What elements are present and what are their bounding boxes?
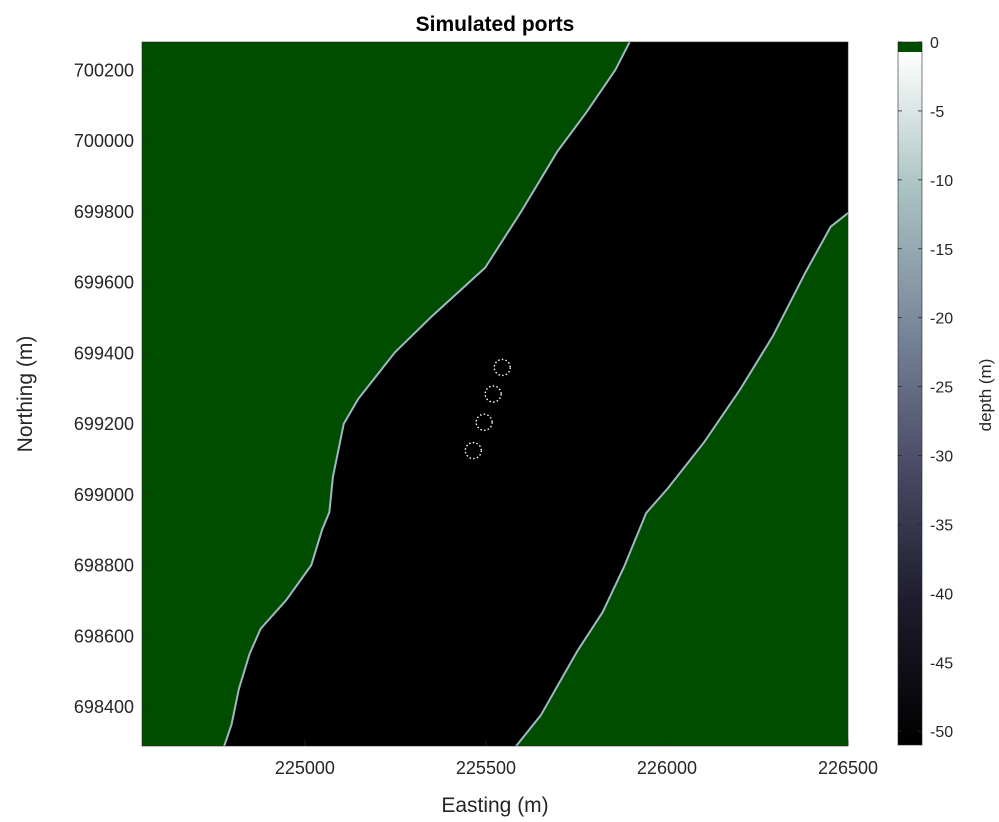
colorbar-tick-label-7: -35 bbox=[930, 517, 953, 534]
deep-channel bbox=[225, 42, 848, 746]
colorbar-tick-label-6: -30 bbox=[930, 449, 953, 466]
colorbar-tick-label-5: -25 bbox=[930, 380, 953, 397]
colorbar-tick-label-1: -5 bbox=[930, 104, 944, 121]
y-tick-label-700000: 700000 bbox=[74, 131, 134, 151]
colorbar-land-swatch bbox=[898, 42, 922, 52]
colorbar-border bbox=[897, 41, 923, 746]
colorbar-gradient bbox=[898, 52, 922, 745]
y-tick-label-698600: 698600 bbox=[74, 626, 134, 646]
colorbar-label: depth (m) bbox=[976, 359, 995, 432]
x-tick-label-226000: 226000 bbox=[637, 758, 697, 778]
colorbar-tick-label-9: -45 bbox=[930, 655, 953, 672]
y-tick-label-700200: 700200 bbox=[74, 60, 134, 80]
port-marker-1 bbox=[493, 358, 511, 377]
colorbar-tick-label-3: -15 bbox=[930, 242, 953, 259]
y-tick-label-698400: 698400 bbox=[74, 697, 134, 717]
ports-group bbox=[464, 358, 511, 460]
x-axis-label: Easting (m) bbox=[441, 794, 548, 817]
colorbar-tick-label-4: -20 bbox=[930, 311, 953, 328]
y-axis: 698400 698600 698800 699000 699200 699400 6996… bbox=[74, 60, 148, 717]
plot-area bbox=[142, 42, 848, 746]
colorbar-tick-label-2: -10 bbox=[930, 173, 953, 190]
y-tick-label-699600: 699600 bbox=[74, 273, 134, 293]
colorbar: 0 -5 -10 -15 -20 -25 -30 -35 -40 -45 -50 depth (m) bbox=[897, 35, 995, 746]
y-tick-label-699200: 699200 bbox=[74, 414, 134, 434]
port-marker-3 bbox=[475, 413, 493, 432]
colorbar-tick-label-10: -50 bbox=[930, 724, 953, 741]
x-tick-label-226500: 226500 bbox=[818, 758, 878, 778]
port-marker-2 bbox=[484, 385, 502, 403]
colorbar-tick-label-8: -40 bbox=[930, 586, 953, 603]
y-tick-label-698800: 698800 bbox=[74, 556, 134, 576]
colorbar-ticks: 0 -5 -10 -15 -20 -25 -30 -35 -40 -45 -50 bbox=[898, 35, 953, 741]
y-tick-label-699000: 699000 bbox=[74, 485, 134, 505]
x-axis: 225000 225500 226000 226500 bbox=[275, 740, 878, 778]
colorbar-tick-label-0: 0 bbox=[930, 35, 939, 52]
y-tick-label-699400: 699400 bbox=[74, 343, 134, 363]
y-tick-label-699800: 699800 bbox=[74, 202, 134, 222]
x-tick-label-225500: 225500 bbox=[456, 758, 516, 778]
y-axis-label: Northing (m) bbox=[14, 336, 37, 453]
chart-title: Simulated ports bbox=[416, 13, 575, 36]
x-tick-label-225000: 225000 bbox=[275, 758, 335, 778]
port-marker-4 bbox=[464, 441, 482, 460]
plot-frame bbox=[141, 41, 849, 747]
